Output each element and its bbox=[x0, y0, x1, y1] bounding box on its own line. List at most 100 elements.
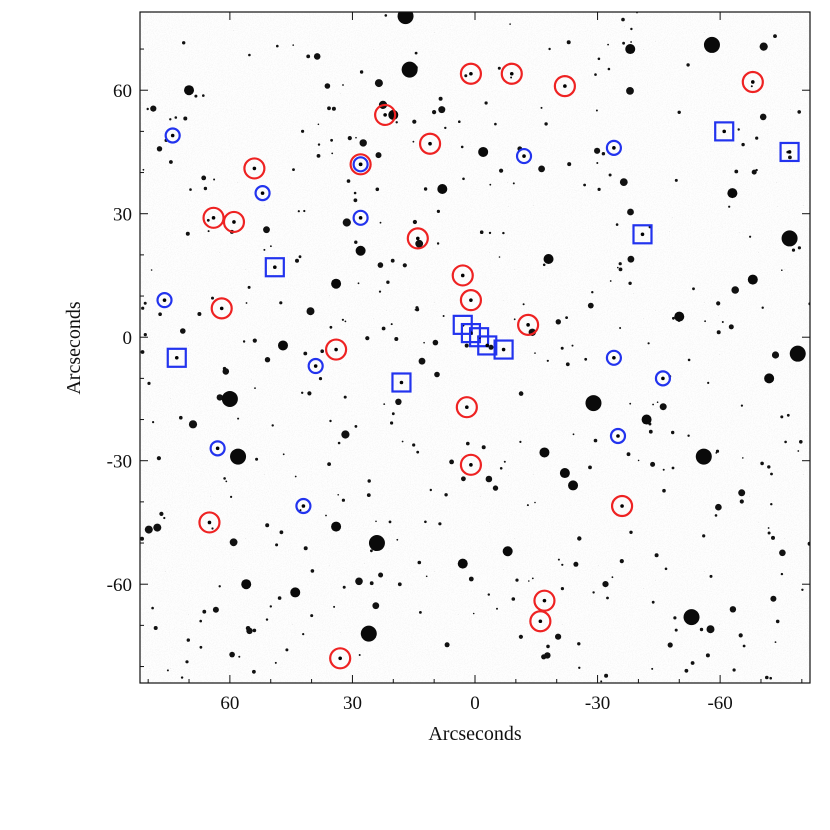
faint-source bbox=[751, 169, 757, 175]
faint-source bbox=[265, 618, 269, 621]
faint-source bbox=[565, 316, 568, 319]
faint-source bbox=[329, 419, 332, 423]
faint-source bbox=[583, 183, 586, 187]
faint-source bbox=[541, 654, 547, 660]
faint-source bbox=[770, 472, 773, 476]
bright-source bbox=[502, 546, 513, 557]
faint-source bbox=[449, 459, 454, 465]
target-source-dot bbox=[722, 129, 727, 134]
red-circle-marker bbox=[349, 153, 372, 176]
faint-source bbox=[601, 152, 606, 156]
faint-source bbox=[377, 262, 384, 268]
faint-source bbox=[481, 445, 486, 450]
faint-source bbox=[659, 403, 667, 411]
red-circle-marker bbox=[455, 396, 478, 419]
faint-source bbox=[626, 452, 631, 457]
bright-source bbox=[568, 480, 579, 491]
faint-source bbox=[207, 230, 210, 233]
faint-source bbox=[502, 231, 505, 235]
faint-source bbox=[786, 413, 790, 417]
faint-source bbox=[238, 655, 241, 658]
faint-source bbox=[770, 595, 777, 602]
faint-source bbox=[282, 453, 285, 456]
red-circle-marker bbox=[198, 511, 221, 534]
faint-source bbox=[797, 246, 802, 250]
faint-source bbox=[298, 255, 302, 259]
faint-source bbox=[211, 296, 214, 300]
faint-source bbox=[199, 645, 203, 649]
faint-source bbox=[147, 381, 151, 385]
faint-source bbox=[285, 648, 289, 652]
faint-source bbox=[317, 123, 320, 126]
faint-source bbox=[417, 560, 422, 565]
faint-source bbox=[355, 136, 357, 139]
faint-source bbox=[699, 627, 704, 632]
target-source-dot bbox=[232, 220, 236, 224]
faint-source bbox=[201, 175, 207, 181]
bright-source bbox=[559, 468, 570, 479]
red-circle-marker bbox=[451, 264, 474, 287]
faint-source bbox=[460, 145, 464, 149]
target-source-dot bbox=[252, 166, 257, 171]
faint-source bbox=[344, 320, 347, 323]
red-circle-marker bbox=[202, 206, 225, 229]
bright-source bbox=[747, 274, 758, 285]
faint-source bbox=[169, 160, 173, 164]
faint-source bbox=[327, 106, 331, 111]
faint-source bbox=[366, 493, 371, 497]
faint-source bbox=[651, 667, 654, 670]
blue-square-marker bbox=[166, 347, 187, 368]
blue-circle-marker bbox=[515, 147, 533, 165]
faint-source bbox=[489, 183, 492, 186]
faint-source bbox=[423, 341, 425, 344]
bright-source bbox=[437, 184, 448, 195]
faint-source bbox=[607, 67, 611, 71]
faint-source bbox=[354, 240, 358, 244]
faint-source bbox=[140, 536, 144, 541]
target-source-dot bbox=[428, 141, 432, 146]
faint-source bbox=[716, 301, 721, 306]
blue-square-marker bbox=[714, 121, 735, 142]
axes: 60 30 0 -30 -60 60 30 0 -30 -60 bbox=[107, 12, 810, 714]
faint-source bbox=[706, 625, 715, 634]
faint-source bbox=[169, 118, 172, 121]
red-circle-marker bbox=[533, 589, 556, 612]
faint-source bbox=[252, 669, 256, 674]
faint-source bbox=[346, 179, 351, 183]
faint-source bbox=[252, 628, 257, 633]
faint-source bbox=[715, 449, 720, 453]
faint-source bbox=[395, 398, 402, 405]
faint-source bbox=[378, 290, 382, 293]
faint-source bbox=[418, 357, 426, 365]
faint-source bbox=[383, 403, 386, 405]
faint-source bbox=[432, 339, 439, 346]
faint-source bbox=[742, 644, 746, 648]
markers bbox=[156, 62, 800, 670]
faint-source bbox=[767, 527, 770, 529]
faint-source bbox=[156, 146, 163, 152]
target-source-dot bbox=[399, 380, 404, 385]
bright-source bbox=[789, 345, 806, 362]
faint-source bbox=[528, 580, 530, 582]
blue-circle-marker bbox=[156, 292, 173, 309]
blue-circle-marker bbox=[352, 209, 369, 226]
faint-source bbox=[277, 596, 282, 600]
faint-source bbox=[759, 113, 767, 121]
faint-source bbox=[608, 173, 612, 177]
faint-source bbox=[721, 321, 724, 323]
faint-source bbox=[518, 391, 524, 396]
faint-source bbox=[464, 74, 468, 78]
blue-circle-marker bbox=[164, 127, 181, 144]
faint-source bbox=[749, 235, 752, 238]
faint-source bbox=[442, 315, 445, 317]
faint-source bbox=[156, 456, 161, 461]
y-axis-title: Arcseconds bbox=[63, 301, 85, 395]
faint-source bbox=[331, 106, 336, 111]
faint-source bbox=[342, 218, 351, 227]
faint-source bbox=[595, 109, 598, 112]
faint-source bbox=[194, 94, 198, 98]
faint-source bbox=[687, 434, 690, 437]
blue-square-marker bbox=[779, 141, 800, 163]
faint-source bbox=[705, 653, 710, 658]
